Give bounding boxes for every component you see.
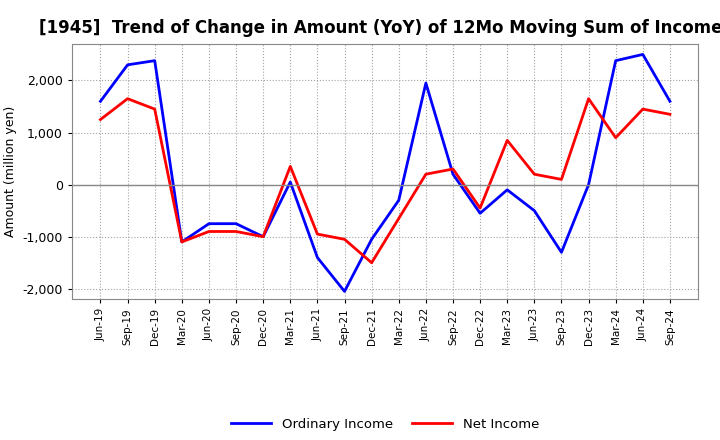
Net Income	[503, 138, 511, 143]
Net Income	[367, 260, 376, 265]
Net Income	[259, 234, 268, 239]
Net Income	[150, 106, 159, 112]
Net Income	[421, 172, 430, 177]
Ordinary Income	[150, 58, 159, 63]
Net Income	[232, 229, 240, 234]
Legend: Ordinary Income, Net Income: Ordinary Income, Net Income	[226, 413, 544, 436]
Ordinary Income	[449, 172, 457, 177]
Net Income	[476, 205, 485, 211]
Ordinary Income	[395, 198, 403, 203]
Ordinary Income	[232, 221, 240, 226]
Ordinary Income	[259, 234, 268, 239]
Line: Ordinary Income: Ordinary Income	[101, 55, 670, 291]
Ordinary Income	[204, 221, 213, 226]
Ordinary Income	[123, 62, 132, 67]
Line: Net Income: Net Income	[101, 99, 670, 263]
Net Income	[530, 172, 539, 177]
Net Income	[341, 237, 349, 242]
Ordinary Income	[476, 211, 485, 216]
Ordinary Income	[557, 249, 566, 255]
Net Income	[96, 117, 105, 122]
Ordinary Income	[286, 180, 294, 185]
Ordinary Income	[611, 58, 620, 63]
Y-axis label: Amount (million yen): Amount (million yen)	[4, 106, 17, 237]
Net Income	[123, 96, 132, 101]
Ordinary Income	[584, 182, 593, 187]
Net Income	[639, 106, 647, 112]
Net Income	[286, 164, 294, 169]
Ordinary Income	[96, 99, 105, 104]
Ordinary Income	[639, 52, 647, 57]
Net Income	[611, 135, 620, 140]
Net Income	[557, 177, 566, 182]
Ordinary Income	[665, 99, 674, 104]
Net Income	[665, 112, 674, 117]
Ordinary Income	[503, 187, 511, 192]
Net Income	[395, 216, 403, 221]
Ordinary Income	[313, 255, 322, 260]
Net Income	[584, 96, 593, 101]
Net Income	[313, 231, 322, 237]
Ordinary Income	[530, 208, 539, 213]
Title: [1945]  Trend of Change in Amount (YoY) of 12Mo Moving Sum of Incomes: [1945] Trend of Change in Amount (YoY) o…	[38, 19, 720, 37]
Net Income	[449, 166, 457, 172]
Ordinary Income	[367, 237, 376, 242]
Net Income	[204, 229, 213, 234]
Net Income	[178, 239, 186, 245]
Ordinary Income	[421, 81, 430, 86]
Ordinary Income	[178, 239, 186, 245]
Ordinary Income	[341, 289, 349, 294]
